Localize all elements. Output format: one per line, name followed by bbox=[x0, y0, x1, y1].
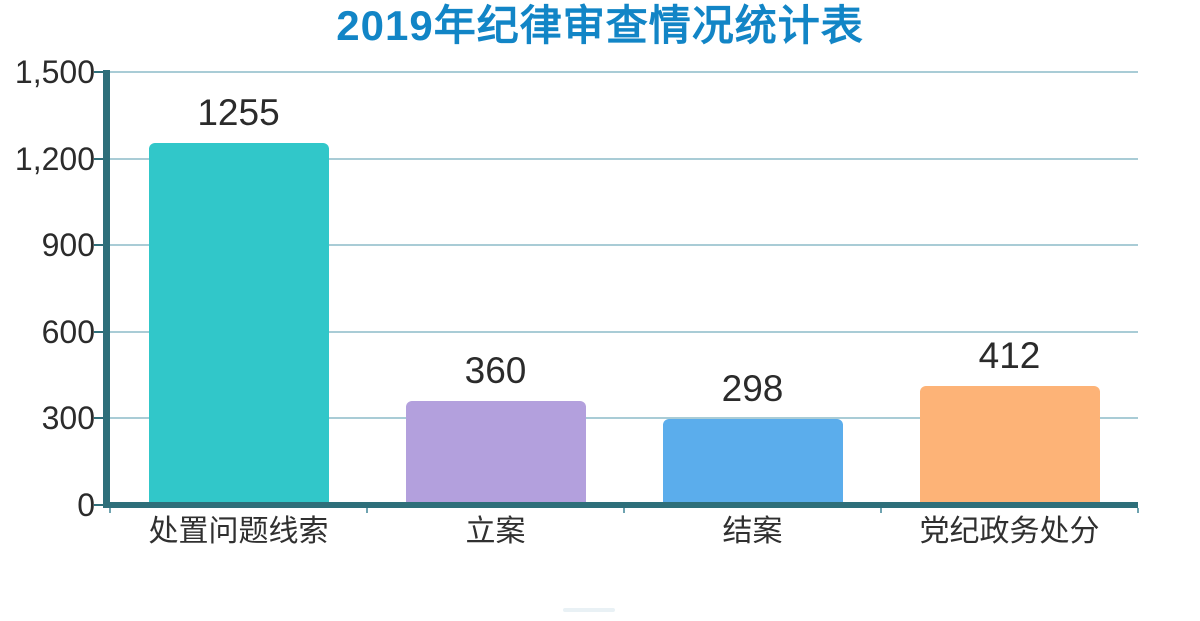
bar-3 bbox=[662, 418, 843, 507]
bar-value-label: 1255 bbox=[197, 91, 280, 133]
y-axis-tick-label: 600 bbox=[41, 313, 95, 350]
y-axis-tick bbox=[94, 71, 103, 73]
bar-2 bbox=[405, 401, 586, 507]
y-axis-tick bbox=[94, 330, 103, 333]
x-axis-tick bbox=[623, 508, 625, 513]
gridline bbox=[110, 71, 1138, 73]
y-axis-tick-label: 300 bbox=[41, 400, 95, 437]
gridline bbox=[110, 244, 1138, 247]
x-axis-tick bbox=[880, 508, 882, 513]
y-axis-tick-label: 1,200 bbox=[14, 140, 95, 177]
x-category-label: 处置问题线索 bbox=[148, 515, 329, 548]
y-axis-tick bbox=[94, 417, 103, 420]
y-axis-tick bbox=[94, 244, 103, 247]
x-axis-tick bbox=[109, 508, 111, 513]
y-axis-tick-label: 1,500 bbox=[14, 54, 95, 90]
faint-bottom-mark bbox=[563, 608, 615, 612]
bar-4 bbox=[919, 386, 1100, 507]
chart-title: 2019年纪律审查情况统计表 bbox=[336, 2, 864, 49]
gridline bbox=[110, 330, 1138, 333]
gridline bbox=[110, 157, 1138, 160]
x-axis-tick bbox=[1137, 508, 1139, 513]
y-axis-tick bbox=[94, 157, 103, 160]
y-axis-tick-label: 900 bbox=[41, 227, 95, 264]
bar-value-label: 412 bbox=[978, 335, 1041, 377]
y-axis-tick-label: 0 bbox=[77, 487, 95, 523]
bar-1 bbox=[148, 142, 329, 507]
bar-value-label: 360 bbox=[464, 350, 527, 392]
x-axis-line bbox=[103, 502, 1138, 508]
x-category-label: 立案 bbox=[465, 515, 526, 548]
x-category-label: 党纪政务处分 bbox=[919, 515, 1100, 548]
y-axis-tick bbox=[94, 504, 103, 506]
bar-value-label: 298 bbox=[721, 367, 784, 409]
y-axis-line bbox=[103, 70, 110, 508]
x-category-label: 结案 bbox=[722, 515, 783, 548]
x-axis-tick bbox=[366, 508, 368, 513]
gridline bbox=[110, 417, 1138, 420]
